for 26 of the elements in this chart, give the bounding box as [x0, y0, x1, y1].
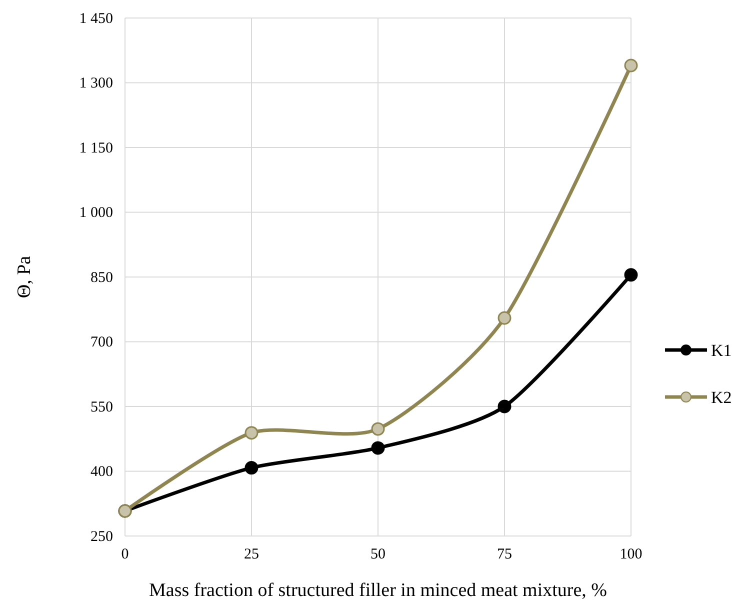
point — [624, 268, 638, 282]
point — [371, 422, 385, 436]
point — [244, 426, 258, 440]
point — [624, 58, 638, 72]
y-tick-label: 1 150 — [79, 140, 113, 156]
point — [244, 461, 258, 475]
y-tick-label: 700 — [90, 334, 113, 351]
x-tick-label: 0 — [121, 546, 129, 563]
point — [371, 441, 385, 455]
point — [498, 400, 512, 414]
x-tick-label: 75 — [497, 546, 512, 563]
point — [498, 311, 512, 325]
y-tick-label: 850 — [90, 270, 113, 286]
y-axis-title: Θ, Pa — [14, 255, 35, 298]
y-tick-label: 550 — [90, 399, 113, 416]
y-tick-label: 1 000 — [79, 205, 113, 222]
y-tick-label: 1 450 — [79, 10, 113, 27]
x-tick-label: 25 — [244, 546, 259, 563]
legend-label: K2 — [711, 388, 732, 407]
y-tick-label: 400 — [90, 464, 113, 480]
legend-label: K1 — [711, 341, 732, 360]
x-axis-title: Mass fraction of structured filler in minced meat mixture, % — [149, 580, 608, 601]
x-tick-label: 50 — [370, 546, 386, 563]
y-tick-label: 1 300 — [79, 76, 113, 92]
y-tick-label: 250 — [90, 528, 113, 545]
x-tick-label: 100 — [620, 546, 642, 563]
